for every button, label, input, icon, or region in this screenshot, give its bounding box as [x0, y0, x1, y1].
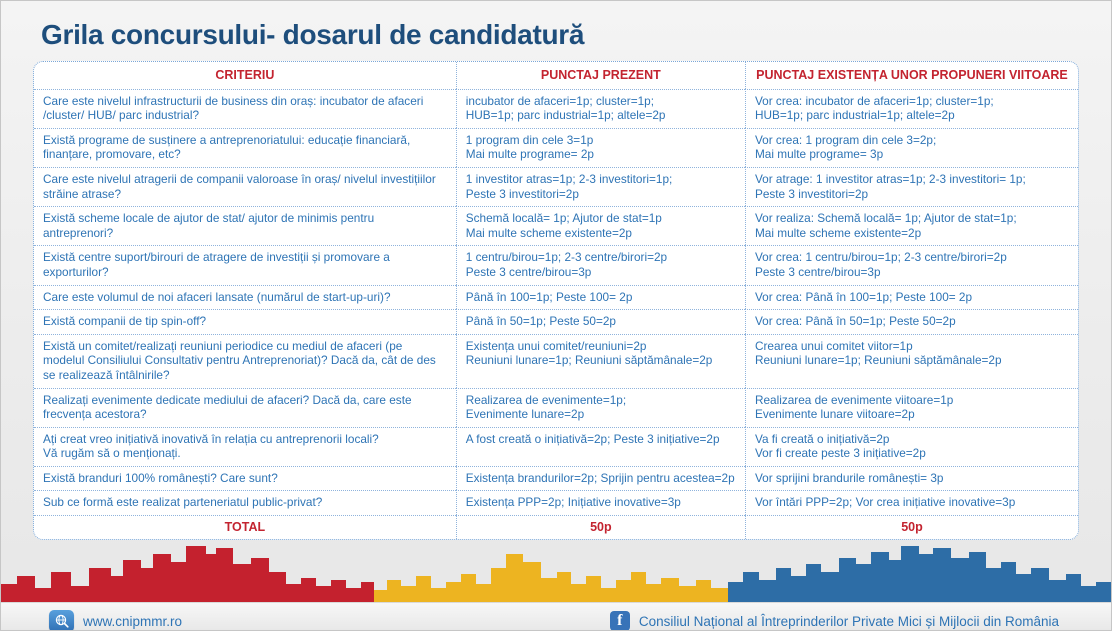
column-header-criteriu: CRITERIU: [215, 68, 275, 82]
website-link[interactable]: www.cnipmmr.ro: [83, 613, 183, 629]
facebook-caption: Consiliul Național al Întreprinderilor P…: [638, 613, 1059, 629]
total-viitor: 50p: [744, 515, 1078, 539]
total-label: TOTAL: [34, 515, 456, 539]
viitor-cell: Vor crea: Până în 100=1p; Peste 100= 2p: [744, 284, 1078, 310]
facebook-icon[interactable]: f: [609, 611, 630, 630]
footer-bar: www.cnipmmr.ro f Consiliul Național al Î…: [1, 601, 1111, 630]
viitor-cell: Realizarea de evenimente viitoare=1p Even…: [744, 387, 1078, 427]
viitor-cell: Crearea unui comitet viitor=1p Reuniuni l…: [744, 333, 1078, 388]
prezent-cell: Până în 50=1p; Peste 50=2p: [455, 309, 745, 334]
total-prezent: 50p: [455, 515, 745, 539]
prezent-cell: Schemă locală= 1p; Ajutor de stat=1p Mai …: [455, 206, 745, 246]
viitor-cell: Va fi creată o inițiativă=2p Vor fi creat…: [744, 426, 1078, 466]
facebook-group[interactable]: f Consiliul Național al Întreprinderilor…: [609, 611, 1059, 630]
criteriu-cell: Există companii de tip spin-off?: [34, 309, 456, 334]
criteriu-cell: Există scheme locale de ajutor de stat/ …: [34, 206, 456, 245]
prezent-cell: Existența unui comitet/reuniuni=2p Reuniu…: [455, 333, 745, 388]
table-wrap: CRITERIU PUNCTAJ PREZENT PUNCTAJ EXISTEN…: [1, 61, 1111, 540]
viitor-cell: Vor sprijini brandurile românești= 3p: [744, 465, 1078, 491]
website-group[interactable]: www.cnipmmr.ro: [49, 610, 183, 630]
prezent-cell: Până în 100=1p; Peste 100= 2p: [455, 284, 745, 310]
page-title: Grila concursului- dosarul de candidatur…: [41, 19, 585, 50]
criteriu-cell: Care este nivelul infrastructurii de bus…: [34, 88, 456, 128]
criteria-table: CRITERIU PUNCTAJ PREZENT PUNCTAJ EXISTEN…: [33, 61, 1079, 540]
criteriu-cell: Există centre suport/birouri de atragere…: [34, 245, 456, 284]
prezent-cell: Realizarea de evenimente=1p; Evenimente l…: [455, 387, 745, 427]
criteriu-cell: Există un comitet/realizați reuniuni per…: [34, 333, 456, 388]
criteriu-cell: Există programe de susținere a antrepren…: [34, 127, 456, 167]
column-header-punctaj-viitor: PUNCTAJ EXISTENȚA UNOR PROPUNERI VIITOAR…: [744, 62, 1078, 89]
viitor-cell: Vor crea: 1 program din cele 3=2p; Mai mu…: [744, 127, 1078, 167]
viitor-cell: Vor crea: incubator de afaceri=1p; clust…: [744, 88, 1078, 128]
globe-magnifier-icon: [49, 610, 74, 630]
prezent-cell: A fost creată o inițiativă=2p; Peste 3 i…: [455, 426, 745, 466]
criteriu-cell: Realizați evenimente dedicate mediului d…: [34, 387, 456, 427]
viitor-cell: Vor realiza: Schemă locală= 1p; Ajutor d…: [744, 206, 1078, 246]
criteriu-cell: Care este volumul de noi afaceri lansate…: [34, 284, 456, 310]
prezent-cell: 1 centru/birou=1p; 2-3 centre/birori=2p P…: [455, 245, 745, 285]
criteriu-cell: Există branduri 100% românești? Care sun…: [34, 465, 456, 491]
prezent-cell: incubator de afaceri=1p; cluster=1p; HUB=…: [455, 88, 745, 128]
skyline-graphic: [1, 542, 1111, 602]
viitor-cell: Vor crea: 1 centru/birou=1p; 2-3 centre/…: [744, 245, 1078, 285]
viitor-cell: Vor crea: Până în 50=1p; Peste 50=2p: [744, 309, 1078, 334]
prezent-cell: 1 program din cele 3=1p Mai multe program…: [455, 127, 745, 167]
viitor-cell: Vor atrage: 1 investitor atras=1p; 2-3 i…: [744, 166, 1078, 207]
criteriu-cell: Care este nivelul atragerii de companii …: [34, 166, 456, 206]
viitor-cell: Vor întări PPP=2p; Vor crea inițiative i…: [744, 490, 1078, 516]
criteriu-cell: Sub ce formă este realizat parteneriatul…: [34, 490, 456, 515]
criteriu-cell: Ați creat vreo inițiativă inovativă în r…: [34, 426, 456, 466]
prezent-cell: Existența brandurilor=2p; Sprijin pentru…: [455, 465, 745, 491]
prezent-cell: 1 investitor atras=1p; 2-3 investitori=1…: [455, 166, 745, 207]
column-header-punctaj-prezent: PUNCTAJ PREZENT: [455, 62, 745, 89]
prezent-cell: Existența PPP=2p; Inițiative inovative=3…: [455, 490, 745, 516]
